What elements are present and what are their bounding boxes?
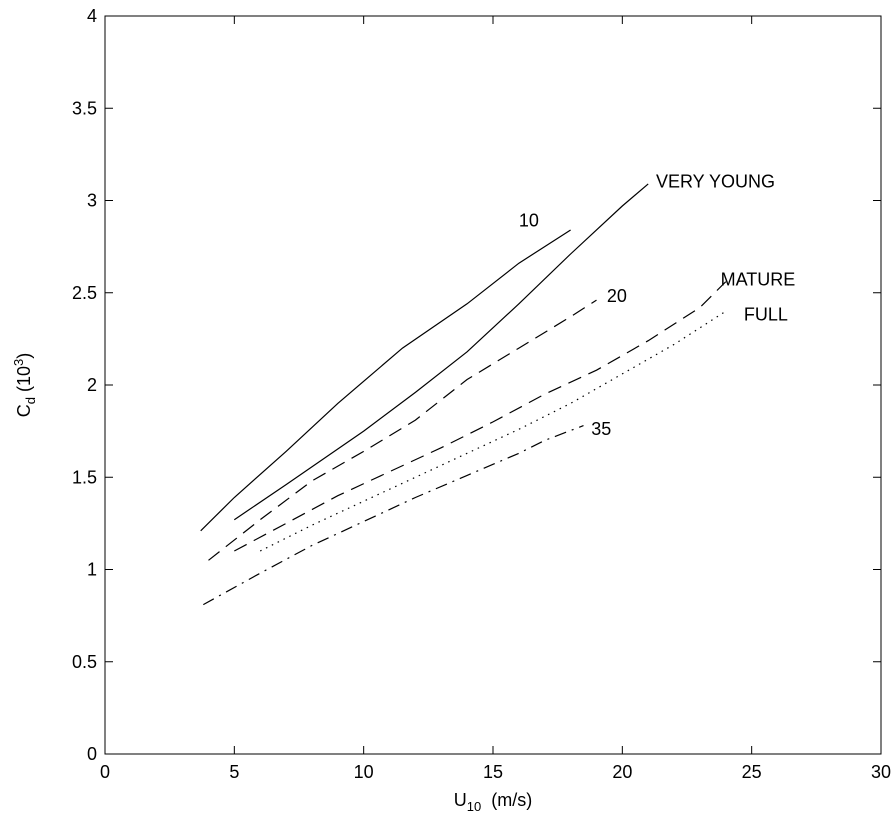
y-tick-label: 4 (87, 6, 97, 26)
x-tick-label: 10 (354, 762, 374, 782)
y-axis-label-close: ) (14, 353, 34, 359)
y-tick-label: 0.5 (72, 652, 97, 672)
y-axis-ticks: 0 0.5 1 1.5 2 2.5 3 3.5 4 (72, 6, 881, 764)
series-annotation: 35 (591, 419, 611, 439)
y-axis-label-sub: d (23, 397, 38, 404)
y-tick-label: 3 (87, 191, 97, 211)
series-line (233, 183, 649, 521)
x-tick-label: 15 (483, 762, 503, 782)
y-axis-label-main: C (14, 404, 34, 417)
x-tick-label: 5 (229, 762, 239, 782)
x-axis-label: U10 (m/s) (454, 790, 532, 814)
x-tick-label: 0 (100, 762, 110, 782)
plot-frame (104, 15, 882, 755)
x-tick-label: 20 (612, 762, 632, 782)
y-tick-label: 0 (87, 744, 97, 764)
x-tick-label: 30 (871, 762, 891, 782)
series-layer (200, 183, 727, 606)
x-axis-ticks: 0 5 10 15 20 25 30 (100, 16, 891, 782)
y-tick-label: 1.5 (72, 467, 97, 487)
series-annotation: FULL (744, 304, 788, 324)
y-tick-label: 2 (87, 375, 97, 395)
x-axis-label-main: U (454, 790, 467, 810)
series-annotation: 10 (519, 210, 539, 230)
series-line (208, 299, 597, 561)
annotation-layer: 10 VERY YOUNG 20 MATURE FULL 35 (519, 172, 795, 439)
series-line (234, 281, 727, 552)
y-axis-label-sup: 3 (11, 359, 26, 366)
x-tick-label: 25 (742, 762, 762, 782)
y-tick-label: 3.5 (72, 98, 97, 118)
series-annotation: 20 (607, 286, 627, 306)
y-axis-label-rest: (10 (14, 366, 34, 397)
y-tick-label: 2.5 (72, 283, 97, 303)
y-axis-label: Cd (103) (11, 353, 38, 418)
y-tick-label: 1 (87, 560, 97, 580)
series-annotation: MATURE (721, 269, 796, 289)
series-line (203, 425, 584, 606)
series-annotation: VERY YOUNG (656, 172, 775, 192)
x-axis-label-sub: 10 (467, 799, 481, 814)
series-line (200, 229, 571, 532)
x-axis-label-rest: (m/s) (481, 790, 532, 810)
